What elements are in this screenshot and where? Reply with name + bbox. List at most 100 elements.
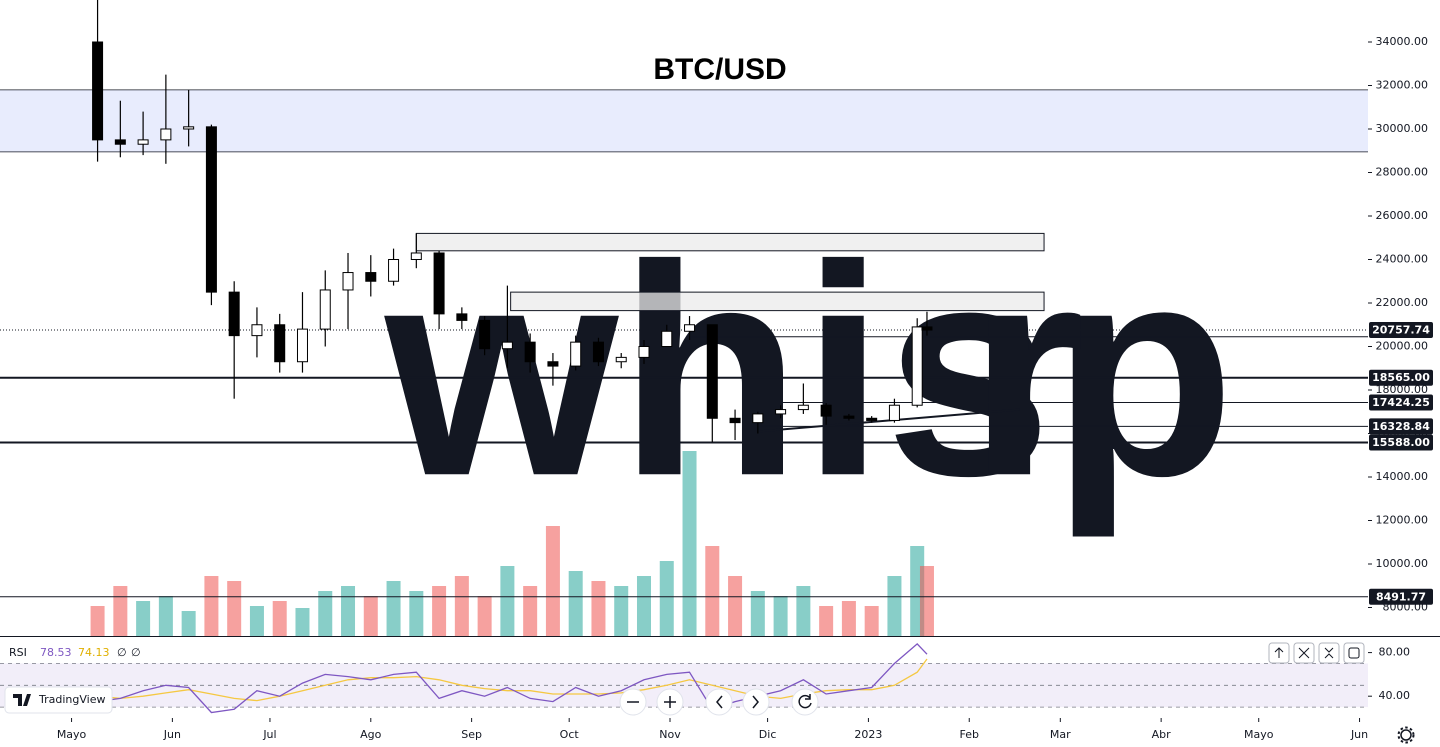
candle-body — [911, 326, 923, 406]
zone — [0, 89, 1368, 152]
volume-bar — [204, 576, 219, 636]
collapse-button[interactable] — [1318, 642, 1340, 664]
candle-body — [388, 259, 400, 282]
box — [415, 232, 1045, 252]
y-tick-label: 10000.00 — [1376, 557, 1429, 570]
volume-bar — [728, 576, 743, 636]
price-badge — [1369, 394, 1433, 411]
candle-body — [92, 41, 104, 141]
y-tick-label: 30000.00 — [1376, 122, 1429, 135]
candle-body — [183, 126, 195, 130]
watermark-text: r — [968, 202, 1085, 538]
maximize-button[interactable] — [1343, 642, 1365, 664]
candle-body — [684, 324, 696, 332]
watermark: whisp r — [380, 202, 1235, 540]
candle-body — [570, 341, 582, 367]
candle-body — [342, 272, 354, 291]
x-tick-label: Abr — [1152, 728, 1172, 741]
candle-body — [638, 346, 650, 358]
y-tick-label: 18000.00 — [1376, 383, 1429, 396]
candle-body — [296, 328, 308, 363]
volume-bar — [409, 591, 424, 636]
volume-bar — [750, 591, 765, 636]
volume-bar — [796, 586, 811, 636]
reset-button[interactable] — [791, 688, 819, 716]
x-tick-label: Jul — [262, 728, 276, 741]
volume-bar — [158, 596, 173, 636]
watermark-text: whisp — [380, 202, 1235, 540]
y-tick-label: 34000.00 — [1376, 35, 1429, 48]
candle-body — [820, 404, 832, 417]
candle-body — [456, 313, 468, 321]
volume-bar — [819, 606, 834, 636]
icon — [798, 694, 812, 709]
volume-bar — [386, 581, 401, 636]
volume-bar — [887, 576, 902, 636]
rsi-pane — [0, 643, 1368, 714]
candle-body — [274, 324, 286, 363]
candle-body — [797, 404, 809, 411]
x-tick-label: 2023 — [854, 728, 882, 741]
logo-text[interactable]: TradingView — [38, 693, 105, 706]
candle-body — [501, 341, 513, 350]
pane-buttons[interactable] — [1268, 642, 1365, 664]
x-tick-label: Mayo — [1244, 728, 1274, 741]
scroll-left-button[interactable] — [705, 688, 733, 716]
candle-body — [866, 417, 878, 421]
y-tick-label: 12000.00 — [1376, 514, 1429, 527]
volume — [90, 451, 934, 636]
candle-body — [775, 409, 787, 415]
candle-body — [205, 126, 217, 293]
volume-bar — [181, 611, 196, 636]
rsi-tick-label: 40.00 — [1379, 689, 1411, 702]
x-tick-label: Oct — [560, 728, 580, 741]
volume-bar — [272, 601, 287, 636]
candle-body — [410, 252, 422, 261]
x-tick-label: Ago — [360, 728, 382, 741]
icon — [716, 695, 723, 709]
axes: 34000.00 32000.00 30000.00 28000.00 26000.00… — [57, 35, 1433, 741]
volume-bar — [659, 561, 674, 636]
candles — [92, 0, 933, 443]
x-tick-label: Mar — [1050, 728, 1071, 741]
price-badge — [1369, 322, 1433, 339]
candle-body — [921, 326, 933, 331]
candle-body — [706, 324, 718, 419]
volume-bar — [249, 606, 264, 636]
price-badge-label: 8491.77 — [1376, 590, 1426, 603]
logo-box[interactable] — [4, 686, 113, 714]
y-tick-label: 26000.00 — [1376, 209, 1429, 222]
x-tick-label: Feb — [960, 728, 979, 741]
volume-bar — [773, 596, 788, 636]
settings-button[interactable] — [1397, 726, 1415, 744]
candle-body — [365, 272, 377, 282]
rsi-ma-value: 74.13 — [78, 646, 110, 659]
zoom-toolbar[interactable] — [619, 688, 819, 716]
price-badge-label: 17424.25 — [1372, 396, 1430, 409]
icon — [1324, 647, 1334, 659]
rsi-extra: ∅ — [131, 646, 141, 659]
volume-bar — [614, 586, 629, 636]
candle-body — [843, 415, 855, 419]
volume-bar — [341, 586, 356, 636]
x-tick-label: Jun — [1350, 728, 1368, 741]
logo-icon[interactable] — [13, 694, 31, 706]
settings-icon[interactable] — [1400, 729, 1412, 741]
x-tick-label: Jun — [163, 728, 181, 741]
scroll-right-button[interactable] — [742, 688, 770, 716]
icon — [1274, 647, 1284, 658]
candle-body — [160, 128, 172, 141]
x-tick-label: Mayo — [57, 728, 87, 741]
rsi-value: 78.53 — [40, 646, 72, 659]
price-badge — [1369, 418, 1433, 435]
brand-logo[interactable]: TradingView — [4, 686, 113, 714]
candle-body — [661, 330, 673, 348]
settings-icon[interactable] — [1397, 726, 1415, 744]
y-tick-label: 24000.00 — [1376, 253, 1429, 266]
volume-bar — [454, 576, 469, 636]
volume-bar — [477, 596, 492, 636]
volume-bar — [318, 591, 333, 636]
price-badge — [1369, 434, 1433, 451]
